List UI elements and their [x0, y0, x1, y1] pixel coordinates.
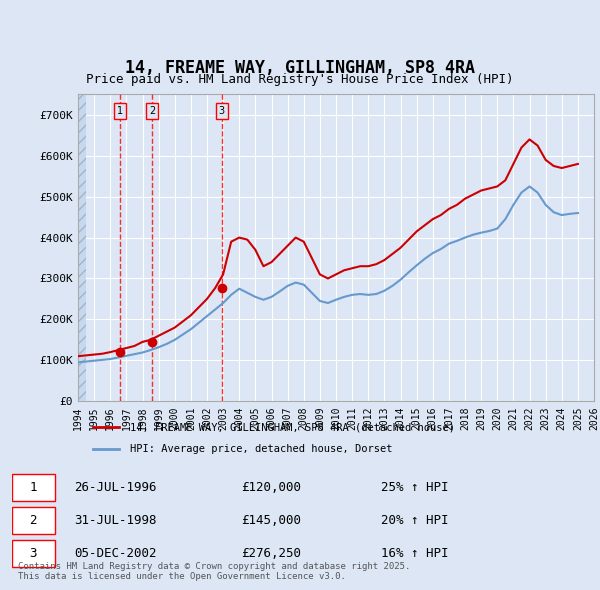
Text: 16% ↑ HPI: 16% ↑ HPI [382, 547, 449, 560]
Text: Contains HM Land Registry data © Crown copyright and database right 2025.
This d: Contains HM Land Registry data © Crown c… [18, 562, 410, 581]
Bar [78, 94, 86, 401]
Text: 2: 2 [149, 106, 155, 116]
Text: 2: 2 [29, 514, 37, 527]
Text: 1: 1 [116, 106, 123, 116]
Text: £276,250: £276,250 [241, 547, 301, 560]
Text: 1: 1 [29, 481, 37, 494]
Text: 05-DEC-2002: 05-DEC-2002 [74, 547, 157, 560]
Text: 14, FREAME WAY, GILLINGHAM, SP8 4RA: 14, FREAME WAY, GILLINGHAM, SP8 4RA [125, 59, 475, 77]
Text: 20% ↑ HPI: 20% ↑ HPI [382, 514, 449, 527]
FancyBboxPatch shape [12, 507, 55, 534]
Text: 26-JUL-1996: 26-JUL-1996 [74, 481, 157, 494]
Text: Price paid vs. HM Land Registry's House Price Index (HPI): Price paid vs. HM Land Registry's House … [86, 73, 514, 86]
Text: 14, FREAME WAY, GILLINGHAM, SP8 4RA (detached house): 14, FREAME WAY, GILLINGHAM, SP8 4RA (det… [130, 422, 455, 432]
Text: 3: 3 [29, 547, 37, 560]
Text: HPI: Average price, detached house, Dorset: HPI: Average price, detached house, Dors… [130, 444, 392, 454]
Text: 31-JUL-1998: 31-JUL-1998 [74, 514, 157, 527]
FancyBboxPatch shape [12, 474, 55, 501]
Text: 3: 3 [219, 106, 225, 116]
Text: 25% ↑ HPI: 25% ↑ HPI [382, 481, 449, 494]
Text: £120,000: £120,000 [241, 481, 301, 494]
FancyBboxPatch shape [12, 540, 55, 567]
Text: £145,000: £145,000 [241, 514, 301, 527]
